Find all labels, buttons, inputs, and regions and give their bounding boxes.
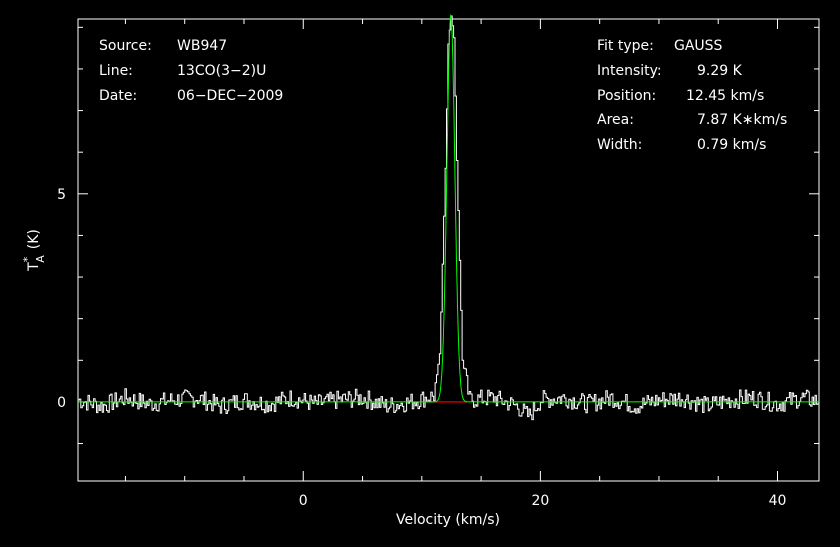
info-fittype-key: Fit type: [597,38,654,54]
y-axis-label-main: T [26,262,42,272]
x-tick-label: 20 [531,493,549,509]
axis-ticks [78,19,819,481]
y-axis-label-unit: (K) [26,229,42,249]
info-intensity-value: 9.29 K [697,63,743,79]
info-width-key: Width: [597,137,642,153]
x-axis-label: Velocity (km/s) [396,512,500,528]
spectrum-layer [78,15,819,421]
fit-layer [78,13,819,403]
info-date-value: 06−DEC−2009 [177,88,283,104]
x-tick-label: 0 [299,493,308,509]
y-axis-label-sub: A [34,255,47,263]
y-tick-label: 0 [57,395,66,411]
info-source-value: WB947 [177,38,227,54]
info-source-key: Source: [99,38,152,54]
info-area-value: 7.87 K∗km/s [697,112,787,128]
info-line-value: 13CO(3−2)U [177,63,266,79]
svg-text:T*A(K): T*A (K) [21,229,47,272]
info-area-key: Area: [597,112,634,128]
info-position-key: Position: [597,88,656,104]
y-axis-label-sup: * [21,256,34,262]
info-position-value: 12.45 km/s [686,88,764,104]
y-tick-label: 5 [57,187,66,203]
plot-frame [77,18,820,482]
spectrum-trace [78,15,819,421]
info-right: Fit type: GAUSS Intensity: 9.29 K Positi… [597,38,787,153]
info-intensity-key: Intensity: [597,63,662,79]
y-axis-label: T*A (K) [21,229,47,272]
info-left: Source: WB947 Line: 13CO(3−2)U Date: 06−… [99,38,283,104]
gaussian-fit-curve [78,13,819,403]
axis-tick-labels: 0 20 40 0 5 [57,187,786,509]
info-date-key: Date: [99,88,137,104]
info-width-value: 0.79 km/s [697,137,766,153]
info-fittype-value: GAUSS [674,38,723,54]
info-line-key: Line: [99,63,133,79]
x-tick-label: 40 [769,493,787,509]
